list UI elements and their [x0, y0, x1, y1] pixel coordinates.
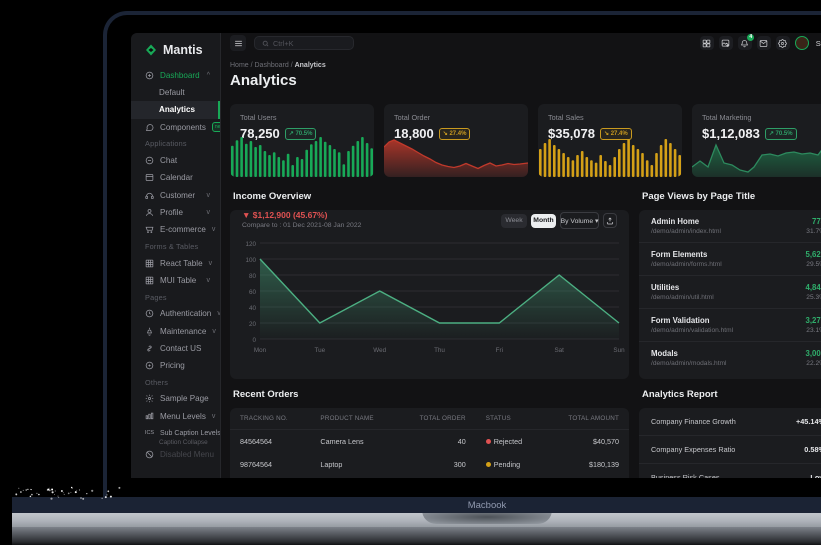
svg-text:40: 40: [249, 305, 257, 312]
svg-text:0: 0: [252, 337, 256, 344]
svg-text:100: 100: [245, 257, 256, 264]
svg-text:Wed: Wed: [373, 347, 386, 354]
svg-text:Mon: Mon: [254, 347, 267, 354]
svg-text:Thu: Thu: [434, 347, 445, 354]
svg-text:80: 80: [249, 273, 257, 280]
svg-text:120: 120: [245, 241, 256, 248]
svg-text:60: 60: [249, 289, 257, 296]
svg-text:Sun: Sun: [613, 347, 625, 354]
svg-text:Tue: Tue: [314, 347, 325, 354]
svg-text:20: 20: [249, 321, 257, 328]
svg-text:Sat: Sat: [554, 347, 564, 354]
svg-text:Fri: Fri: [496, 347, 503, 354]
